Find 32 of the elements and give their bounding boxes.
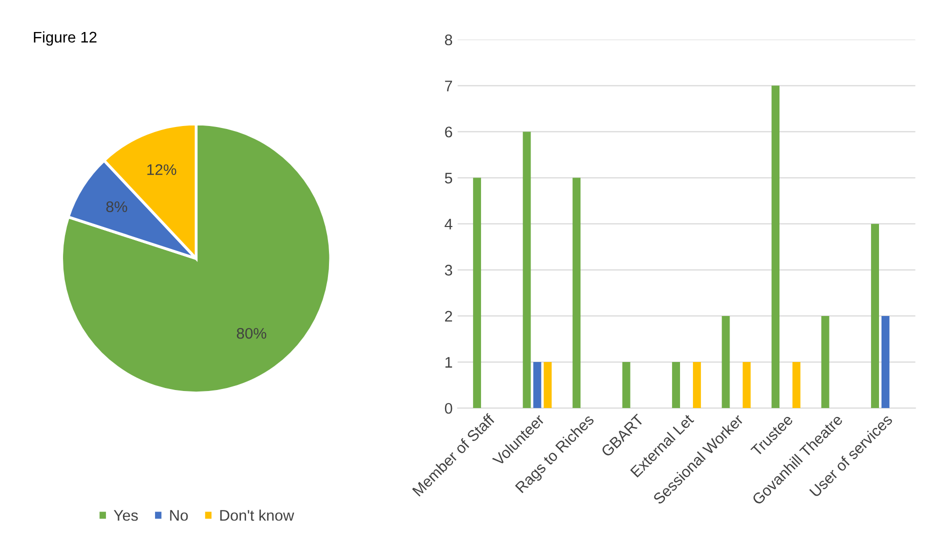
chart-title: Figure 12 bbox=[34, 31, 96, 46]
bar bbox=[622, 362, 630, 408]
y-tick-label: 1 bbox=[445, 357, 452, 368]
bar bbox=[722, 316, 730, 408]
bar bbox=[672, 362, 680, 408]
data-label: 8% bbox=[106, 201, 128, 212]
bar bbox=[692, 362, 701, 408]
bar bbox=[473, 178, 482, 408]
bar bbox=[522, 132, 531, 408]
y-tick-label: 7 bbox=[445, 80, 452, 92]
y-tick-label: 3 bbox=[444, 264, 452, 276]
bar bbox=[821, 316, 830, 408]
bar bbox=[772, 86, 780, 408]
y-tick-label: 8 bbox=[444, 34, 452, 46]
y-tick-label: 6 bbox=[445, 126, 452, 138]
legend-label: No bbox=[170, 510, 188, 521]
y-tick-label: 0 bbox=[444, 402, 452, 414]
y-tick-label: 4 bbox=[444, 218, 452, 230]
bar bbox=[881, 316, 890, 408]
bar bbox=[572, 178, 581, 408]
legend-label: Don't know bbox=[220, 510, 294, 521]
pie-slice bbox=[60, 122, 332, 394]
bar bbox=[533, 362, 542, 408]
bar bbox=[792, 362, 800, 408]
y-tick-label: 2 bbox=[445, 310, 452, 322]
bar bbox=[544, 362, 552, 408]
y-tick-label: 5 bbox=[444, 172, 452, 184]
bar bbox=[742, 362, 751, 408]
legend-label: Yes bbox=[114, 510, 138, 521]
bar bbox=[871, 224, 880, 408]
data-label: 12% bbox=[147, 164, 176, 176]
data-label: 80% bbox=[236, 328, 266, 339]
